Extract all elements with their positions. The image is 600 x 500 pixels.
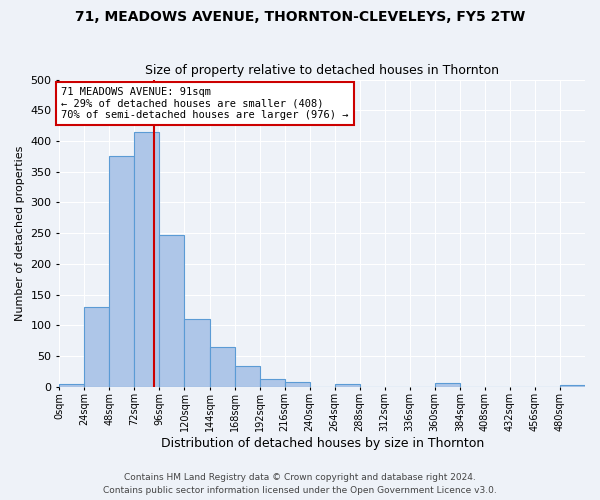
Text: 71 MEADOWS AVENUE: 91sqm
← 29% of detached houses are smaller (408)
70% of semi-: 71 MEADOWS AVENUE: 91sqm ← 29% of detach… [61, 87, 349, 120]
Bar [109, 156, 134, 386]
Text: 71, MEADOWS AVENUE, THORNTON-CLEVELEYS, FY5 2TW: 71, MEADOWS AVENUE, THORNTON-CLEVELEYS, … [75, 10, 525, 24]
Bar [284, 382, 310, 386]
Bar [59, 384, 85, 386]
Bar [209, 348, 235, 387]
Bar [134, 132, 160, 386]
X-axis label: Distribution of detached houses by size in Thornton: Distribution of detached houses by size … [161, 437, 484, 450]
Bar [184, 319, 209, 386]
Bar [260, 378, 284, 386]
Bar [335, 384, 360, 386]
Text: Contains HM Land Registry data © Crown copyright and database right 2024.
Contai: Contains HM Land Registry data © Crown c… [103, 474, 497, 495]
Bar [235, 366, 260, 386]
Bar [160, 235, 184, 386]
Title: Size of property relative to detached houses in Thornton: Size of property relative to detached ho… [145, 64, 499, 77]
Bar [85, 307, 109, 386]
Bar [435, 383, 460, 386]
Y-axis label: Number of detached properties: Number of detached properties [15, 146, 25, 321]
